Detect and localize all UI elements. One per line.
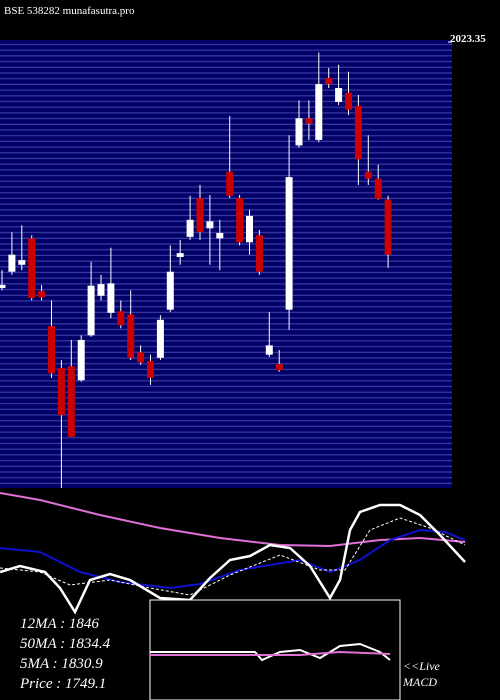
candle-body bbox=[265, 345, 273, 355]
candle-body bbox=[137, 352, 145, 363]
live-label: <<Live bbox=[403, 659, 441, 673]
candle-body bbox=[77, 339, 85, 381]
ma-labels: 12MA : 1846 50MA : 1834.4 5MA : 1830.9 P… bbox=[19, 616, 111, 692]
candle-body bbox=[166, 271, 174, 310]
candle-body bbox=[354, 105, 362, 160]
ma-line bbox=[0, 528, 466, 590]
candle-body bbox=[28, 238, 36, 299]
candle-body bbox=[226, 171, 234, 196]
candle-body bbox=[156, 319, 164, 358]
candle-body bbox=[246, 215, 253, 243]
annotation: 12MA : 1846 bbox=[20, 616, 99, 632]
candle-body bbox=[186, 219, 194, 237]
ma-line bbox=[0, 503, 466, 615]
candle-body bbox=[384, 199, 392, 255]
candle-body bbox=[216, 232, 224, 239]
candle-body bbox=[48, 325, 55, 374]
candle-body bbox=[8, 254, 16, 272]
candle-body bbox=[87, 285, 95, 336]
candle-body bbox=[364, 171, 372, 179]
candle-body bbox=[176, 253, 184, 257]
candle-body bbox=[107, 283, 115, 313]
candle-body bbox=[67, 366, 75, 437]
candle-body bbox=[374, 178, 382, 199]
candle-body bbox=[196, 198, 204, 233]
candle-body bbox=[38, 291, 46, 298]
ma-line bbox=[0, 492, 466, 548]
candle-body bbox=[0, 284, 6, 289]
annotation: 50MA : 1834.4 bbox=[20, 636, 111, 652]
macd-panel bbox=[149, 599, 401, 700]
candle-body bbox=[295, 118, 303, 146]
candle-body bbox=[275, 363, 283, 371]
annotation: Price : 1749.1 bbox=[19, 676, 106, 692]
candle-body bbox=[127, 314, 135, 358]
candle-body bbox=[325, 77, 333, 85]
y-tick-label: 2023.35 bbox=[450, 33, 486, 45]
chart-title: BSE 538282 munafasutra.pro bbox=[4, 5, 135, 17]
candle-body bbox=[97, 284, 105, 296]
candle-body bbox=[285, 177, 293, 310]
candle-body bbox=[18, 260, 26, 265]
candle-body bbox=[345, 92, 352, 110]
price-grid bbox=[0, 40, 452, 488]
candle-body bbox=[57, 367, 65, 416]
candle-body bbox=[305, 118, 313, 124]
macd-label: MACD bbox=[402, 675, 437, 689]
candle-body bbox=[335, 88, 343, 102]
candle-body bbox=[117, 311, 125, 326]
candle-body bbox=[255, 235, 263, 272]
candle-body bbox=[206, 221, 214, 229]
macd-signal bbox=[150, 650, 391, 656]
ma-line bbox=[0, 517, 466, 596]
candle-body bbox=[147, 360, 154, 378]
candle-body bbox=[315, 84, 323, 140]
annotation: 5MA : 1830.9 bbox=[20, 656, 103, 672]
indicator-lines bbox=[0, 492, 466, 615]
candle-body bbox=[236, 198, 244, 243]
